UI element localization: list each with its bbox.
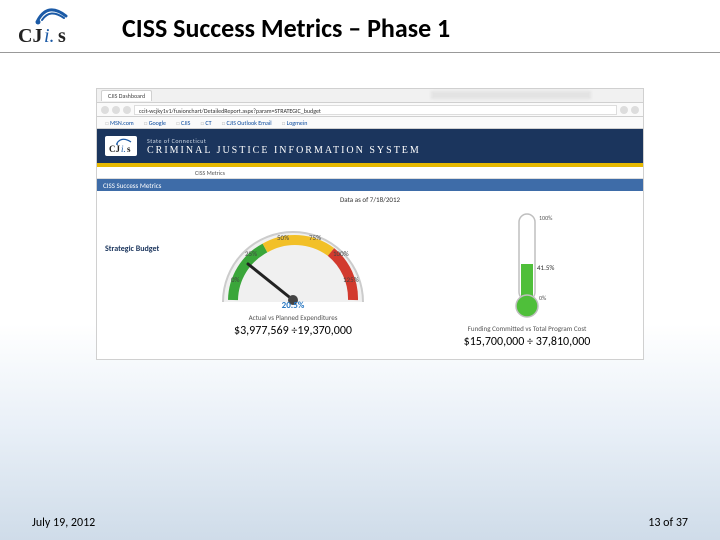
breadcrumb: CISS Success Metrics bbox=[103, 181, 161, 190]
svg-text:CJ: CJ bbox=[109, 144, 120, 154]
bookmark-star-icon[interactable] bbox=[620, 106, 628, 114]
svg-text:75%: 75% bbox=[309, 233, 321, 242]
bookmark-item[interactable]: CJIS Outlook Email bbox=[222, 119, 272, 127]
bookmarks-bar: MSN.com Google CJIS CT CJIS Outlook Emai… bbox=[97, 117, 643, 129]
site-banner: CJ i. s State of Connecticut CRIMINAL JU… bbox=[97, 129, 643, 163]
cjis-logo: CJ i. s bbox=[14, 6, 80, 50]
bookmark-item[interactable]: MSN.com bbox=[105, 119, 134, 127]
svg-text:s: s bbox=[58, 25, 66, 47]
svg-text:100%: 100% bbox=[539, 214, 553, 222]
address-bar-row: ccit-wcjky1v1/fusionchart/DetailedReport… bbox=[97, 103, 643, 117]
thermometer-widget: 100% 0% 41.5% Funding Committed vs Total… bbox=[437, 210, 617, 349]
footer-page: 13 of 37 bbox=[648, 516, 688, 530]
slide-footer: July 19, 2012 13 of 37 bbox=[0, 516, 720, 530]
row-label: Strategic Budget bbox=[105, 210, 173, 254]
bookmark-item[interactable]: Logmein bbox=[282, 119, 308, 127]
svg-text:0%: 0% bbox=[539, 294, 547, 302]
gauge-numbers: $3,977,569 ÷19,370,000 bbox=[173, 324, 413, 338]
nav-forward-icon[interactable] bbox=[112, 106, 120, 114]
svg-text:100%: 100% bbox=[333, 249, 349, 258]
site-logo: CJ i. s bbox=[105, 136, 137, 156]
svg-text:0%: 0% bbox=[231, 275, 240, 284]
browser-tabstrip: CJIS Dashboard bbox=[97, 89, 643, 103]
gauge-widget: 0% 25% 50% 75% 100% 125% 20.5% Actual vs… bbox=[173, 210, 413, 338]
bookmark-item[interactable]: CJIS bbox=[176, 119, 190, 127]
speedometer-gauge: 0% 25% 50% 75% 100% 125% bbox=[203, 210, 383, 310]
thermometer-caption: Funding Committed vs Total Program Cost bbox=[437, 324, 617, 333]
metrics-panel: Data as of 7/18/2012 Strategic Budget 0%… bbox=[97, 191, 643, 359]
blurred-window-title bbox=[431, 91, 591, 99]
thermometer-numbers: $15,700,000 ÷ 37,810,000 bbox=[437, 335, 617, 349]
slide-title: CISS Success Metrics – Phase 1 bbox=[122, 12, 450, 44]
browser-tab[interactable]: CJIS Dashboard bbox=[101, 90, 152, 101]
reload-icon[interactable] bbox=[123, 106, 131, 114]
footer-date: July 19, 2012 bbox=[32, 516, 95, 530]
svg-text:25%: 25% bbox=[245, 249, 257, 258]
address-input[interactable]: ccit-wcjky1v1/fusionchart/DetailedReport… bbox=[134, 105, 617, 115]
bookmark-item[interactable]: Google bbox=[144, 119, 166, 127]
nav-tab[interactable]: CISS Metrics bbox=[195, 169, 225, 177]
svg-text:i.: i. bbox=[44, 25, 55, 47]
site-nav-tabs: CISS Metrics bbox=[97, 167, 643, 179]
svg-text:i.: i. bbox=[121, 144, 126, 154]
browser-window: CJIS Dashboard ccit-wcjky1v1/fusionchart… bbox=[96, 88, 644, 360]
slide-header: CJ i. s CISS Success Metrics – Phase 1 bbox=[0, 0, 720, 53]
banner-subheading: State of Connecticut bbox=[147, 137, 421, 145]
banner-heading: CRIMINAL JUSTICE INFORMATION SYSTEM bbox=[147, 145, 421, 156]
therm-value-label: 41.5% bbox=[537, 263, 554, 272]
svg-text:50%: 50% bbox=[277, 233, 289, 242]
thermometer: 100% 0% 41.5% bbox=[497, 210, 557, 320]
breadcrumb-bar: CISS Success Metrics bbox=[97, 179, 643, 191]
nav-back-icon[interactable] bbox=[101, 106, 109, 114]
svg-text:CJ: CJ bbox=[18, 25, 42, 47]
bookmark-item[interactable]: CT bbox=[200, 119, 211, 127]
menu-icon[interactable] bbox=[631, 106, 639, 114]
svg-text:s: s bbox=[127, 144, 131, 154]
as-of-label: Data as of 7/18/2012 bbox=[105, 195, 635, 204]
svg-text:125%: 125% bbox=[343, 275, 359, 284]
gauge-caption: Actual vs Planned Expenditures bbox=[173, 313, 413, 322]
